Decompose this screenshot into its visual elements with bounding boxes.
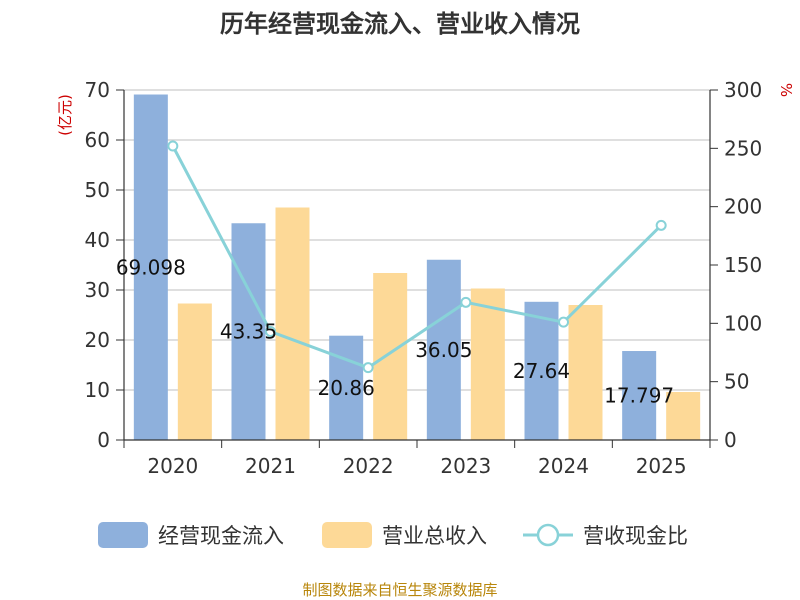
y-left-tick-label: 30: [85, 278, 110, 302]
revenue-bar: [275, 207, 310, 440]
y-right-tick-label: 50: [724, 370, 749, 394]
x-tick-label: 2022: [343, 454, 394, 478]
x-tick-label: 2020: [147, 454, 198, 478]
legend-label: 经营现金流入: [158, 524, 284, 548]
legend-swatch: [322, 522, 372, 548]
legend-label: 营业总收入: [382, 524, 487, 548]
y-right-tick-label: 150: [724, 253, 762, 277]
bar-data-label: 36.05: [415, 338, 472, 362]
y-right-unit: %: [777, 83, 795, 97]
ratio-line-point: [362, 362, 374, 374]
bar-data-label: 43.35: [220, 320, 277, 344]
source-note: 制图数据来自恒生聚源数据库: [302, 581, 497, 599]
ratio-line-path: [171, 145, 663, 370]
cash-inflow-bar: [524, 301, 559, 440]
cash-inflow-bar: [622, 351, 657, 440]
ratio-line-point: [655, 219, 667, 231]
y-left-tick-label: 40: [85, 228, 110, 252]
revenue-bar: [470, 288, 505, 440]
revenue-bar: [568, 305, 603, 440]
y-left-unit: (亿元): [56, 94, 74, 136]
legend-label: 营收现金比: [583, 524, 688, 548]
ratio-line-point: [460, 296, 472, 308]
y-right-tick-label: 200: [724, 195, 762, 219]
chart-title: 历年经营现金流入、营业收入情况: [220, 10, 580, 38]
y-left-tick-label: 60: [85, 128, 110, 152]
legend-swatch: [98, 522, 148, 548]
revenue-bar: [373, 273, 408, 440]
ratio-line-point: [265, 326, 276, 337]
axes: 0 10 20 30 40 50 60 70 0 50 100 150 200 250 300 2020 202…: [85, 78, 763, 478]
bar-data-label: 17.797: [604, 384, 674, 408]
data-labels: 69.098 43.35 20.86 36.05 27.64 17.797: [116, 255, 674, 407]
bar-data-label: 69.098: [116, 255, 186, 279]
x-tick-label: 2025: [636, 454, 687, 478]
x-tick-label: 2023: [440, 454, 491, 478]
bar-data-label: 27.64: [513, 359, 570, 383]
x-tick-label: 2024: [538, 454, 589, 478]
ratio-line-point: [167, 140, 179, 152]
y-right-tick-label: 100: [724, 311, 762, 335]
bars: [133, 94, 701, 440]
y-left-tick-label: 10: [85, 378, 110, 402]
legend-marker: [536, 523, 560, 547]
cash-inflow-bar: [231, 223, 266, 440]
ratio-line-point: [558, 316, 569, 328]
y-right-tick-label: 0: [724, 428, 737, 452]
cash-inflow-bar: [133, 94, 168, 440]
cash-inflow-bar: [329, 335, 364, 440]
bar-data-label: 20.86: [318, 376, 375, 400]
y-left-tick-label: 50: [85, 178, 110, 202]
y-left-tick-label: 20: [85, 328, 110, 352]
revenue-bar: [177, 303, 212, 440]
y-right-tick-label: 250: [724, 136, 762, 160]
ratio-line: [167, 140, 667, 374]
y-right-tick-label: 300: [724, 78, 762, 102]
cash-inflow-bar: [426, 259, 461, 440]
legend: 经营现金流入 营业总收入 营收现金比: [98, 522, 688, 548]
y-left-tick-label: 0: [97, 428, 110, 452]
y-left-tick-label: 70: [85, 78, 110, 102]
x-tick-label: 2021: [245, 454, 296, 478]
revenue-bar: [666, 392, 701, 440]
